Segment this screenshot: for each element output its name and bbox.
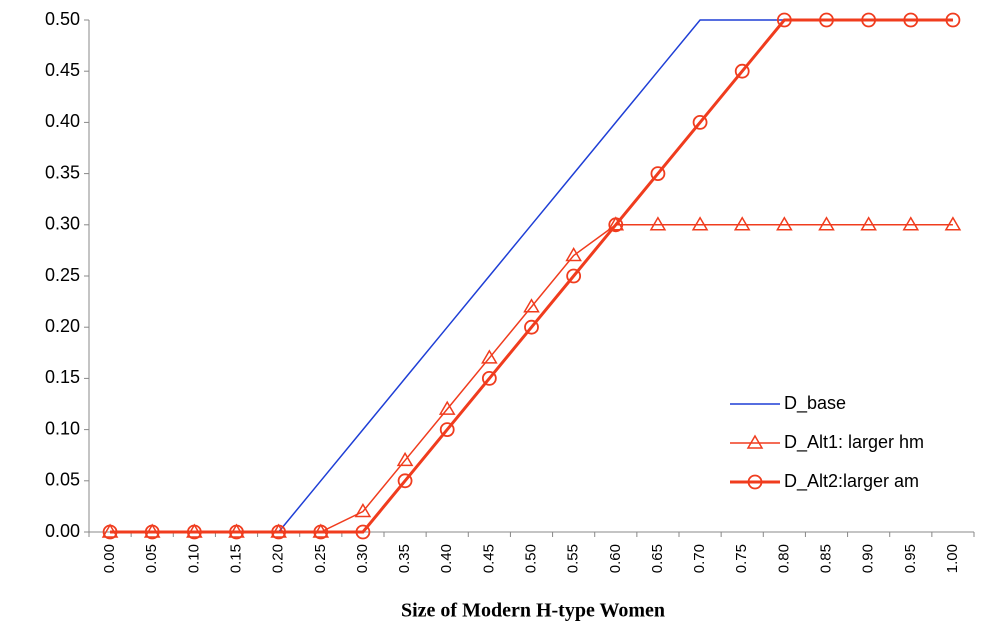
x-tick-label: 0.15 (227, 544, 244, 573)
y-tick-label: 0.30 (45, 214, 80, 234)
x-tick-label: 0.00 (101, 544, 118, 573)
y-tick-label: 0.10 (45, 418, 80, 438)
x-tick-label: 0.50 (522, 544, 539, 573)
point (566, 268, 582, 284)
point (481, 370, 497, 386)
point (608, 217, 624, 233)
point (903, 12, 919, 28)
point (481, 349, 498, 364)
x-tick-label: 0.40 (438, 544, 455, 573)
point (944, 216, 962, 231)
point (397, 473, 413, 489)
x-tick-label: 0.80 (775, 544, 792, 573)
x-tick-label: 0.95 (902, 544, 919, 573)
x-tick-label: 0.10 (185, 544, 202, 573)
point (354, 503, 372, 518)
point (733, 216, 751, 231)
point (776, 216, 793, 231)
y-tick-label: 0.20 (45, 316, 80, 336)
legend-marker (747, 474, 763, 490)
x-tick-label: 0.75 (733, 544, 750, 573)
point (144, 524, 160, 540)
series-line (110, 19, 953, 533)
legend-marker (746, 434, 764, 449)
point (313, 524, 329, 540)
point (818, 216, 835, 231)
x-tick-label: 0.30 (354, 544, 371, 573)
point (691, 216, 709, 231)
legend-label: D_Alt1: larger hm (784, 432, 924, 453)
point (776, 12, 792, 28)
point (355, 524, 371, 540)
y-tick-label: 0.50 (45, 9, 80, 29)
point (861, 12, 877, 28)
point (607, 216, 625, 231)
y-tick-label: 0.45 (45, 60, 80, 80)
point (229, 524, 244, 540)
point (819, 12, 834, 28)
point (524, 319, 539, 335)
point (649, 216, 667, 231)
point (734, 63, 750, 79)
point (271, 524, 287, 540)
point (438, 400, 456, 415)
y-tick-label: 0.40 (45, 111, 80, 131)
y-tick-label: 0.00 (45, 521, 80, 541)
x-tick-label: 0.85 (817, 544, 834, 573)
point (902, 216, 920, 231)
point (860, 216, 877, 231)
point (439, 422, 455, 438)
x-tick-label: 0.65 (649, 544, 666, 573)
x-tick-label: 0.25 (312, 544, 329, 573)
x-tick-label: 0.60 (607, 544, 624, 573)
point (102, 524, 118, 540)
point (186, 524, 202, 540)
point (650, 166, 666, 182)
legend-label: D_base (784, 393, 846, 414)
x-tick-label: 0.05 (143, 544, 160, 573)
x-tick-label: 0.70 (691, 544, 708, 573)
point (396, 451, 414, 467)
x-tick-label: 0.45 (480, 544, 497, 573)
x-tick-label: 1.00 (944, 544, 961, 573)
y-tick-label: 0.35 (45, 162, 80, 182)
point (565, 247, 582, 262)
series-line (110, 18, 953, 534)
point (945, 12, 961, 28)
y-tick-label: 0.05 (45, 470, 80, 490)
point (523, 298, 540, 313)
point (692, 115, 708, 130)
x-tick-label: 0.20 (270, 544, 287, 573)
x-tick-label: 0.35 (396, 544, 413, 573)
legend-label: D_Alt2:larger am (784, 471, 919, 492)
x-tick-label: 0.90 (860, 544, 877, 573)
y-tick-label: 0.25 (45, 265, 80, 285)
x-tick-label: 0.55 (565, 544, 582, 573)
x-axis-title: Size of Modern H-type Women (401, 600, 665, 622)
y-tick-label: 0.15 (45, 367, 80, 387)
